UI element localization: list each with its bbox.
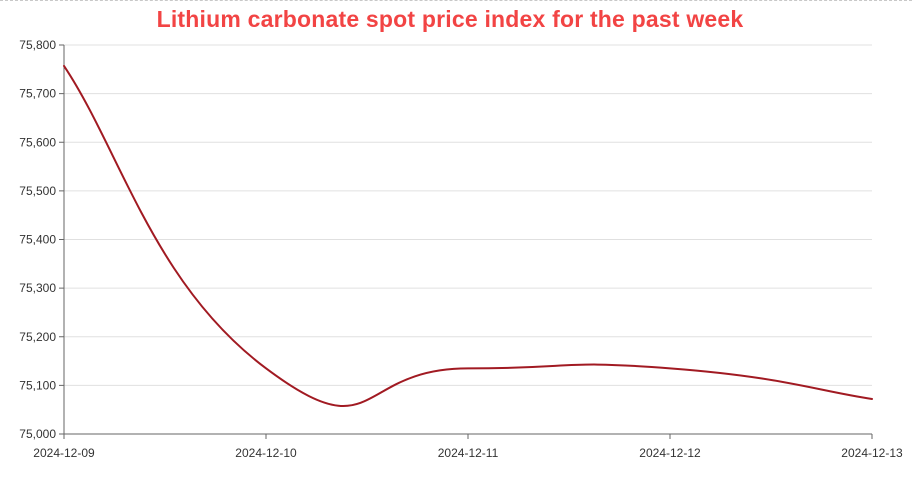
- y-tick-label: 75,800: [19, 38, 56, 52]
- axes: [59, 44, 873, 439]
- series-line: [63, 64, 873, 407]
- series-group: [63, 64, 873, 407]
- grid-lines: [64, 44, 872, 386]
- y-tick-label: 75,600: [19, 135, 56, 149]
- y-tick-label: 75,300: [19, 281, 56, 295]
- x-tick-label: 2024-12-09: [33, 446, 95, 460]
- y-tick-label: 75,400: [19, 233, 56, 247]
- top-dashed-border: [0, 0, 912, 1]
- x-tick-label: 2024-12-13: [841, 446, 903, 460]
- y-tick-label: 75,200: [19, 330, 56, 344]
- chart-title: Lithium carbonate spot price index for t…: [156, 6, 744, 32]
- y-tick-label: 75,100: [19, 378, 56, 392]
- data-point: [670, 368, 671, 369]
- data-point: [266, 368, 267, 369]
- y-tick-label: 75,700: [19, 87, 56, 101]
- data-point: [872, 398, 873, 399]
- x-tick-label: 2024-12-12: [639, 446, 701, 460]
- y-axis-labels: 75,000 75,100 75,200 75,300 75,400 75,500 75,6…: [19, 38, 56, 441]
- x-axis-labels: 2024-12-09 2024-12-10 2024-12-11 2024-12-12…: [33, 446, 903, 460]
- x-tick-label: 2024-12-10: [235, 446, 297, 460]
- y-tick-label: 75,500: [19, 184, 56, 198]
- data-point: [64, 65, 65, 66]
- y-tick-label: 75,000: [19, 427, 56, 441]
- data-point: [468, 368, 469, 369]
- x-tick-label: 2024-12-11: [438, 446, 499, 460]
